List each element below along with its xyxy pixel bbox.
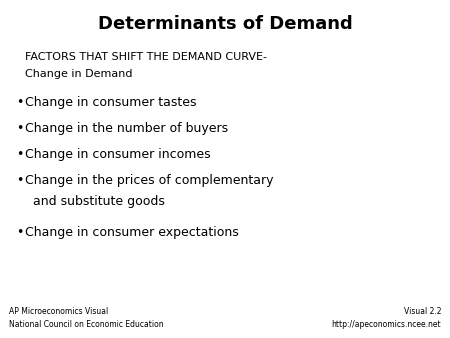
Text: Change in the number of buyers: Change in the number of buyers <box>25 122 228 135</box>
Text: Determinants of Demand: Determinants of Demand <box>98 15 352 33</box>
Text: Change in the prices of complementary: Change in the prices of complementary <box>25 174 273 187</box>
Text: •: • <box>16 96 23 109</box>
Text: •: • <box>16 148 23 161</box>
Text: FACTORS THAT SHIFT THE DEMAND CURVE-: FACTORS THAT SHIFT THE DEMAND CURVE- <box>25 52 267 63</box>
Text: Change in consumer incomes: Change in consumer incomes <box>25 148 211 161</box>
Text: •: • <box>16 122 23 135</box>
Text: Change in consumer tastes: Change in consumer tastes <box>25 96 196 109</box>
Text: •: • <box>16 226 23 239</box>
Text: Change in Demand: Change in Demand <box>25 69 132 79</box>
Text: Visual 2.2: Visual 2.2 <box>404 307 441 316</box>
Text: AP Microeconomics Visual: AP Microeconomics Visual <box>9 307 108 316</box>
Text: •: • <box>16 174 23 187</box>
Text: and substitute goods: and substitute goods <box>25 195 165 208</box>
Text: Change in consumer expectations: Change in consumer expectations <box>25 226 239 239</box>
Text: National Council on Economic Education: National Council on Economic Education <box>9 319 164 329</box>
Text: http://apeconomics.ncee.net: http://apeconomics.ncee.net <box>331 319 441 329</box>
